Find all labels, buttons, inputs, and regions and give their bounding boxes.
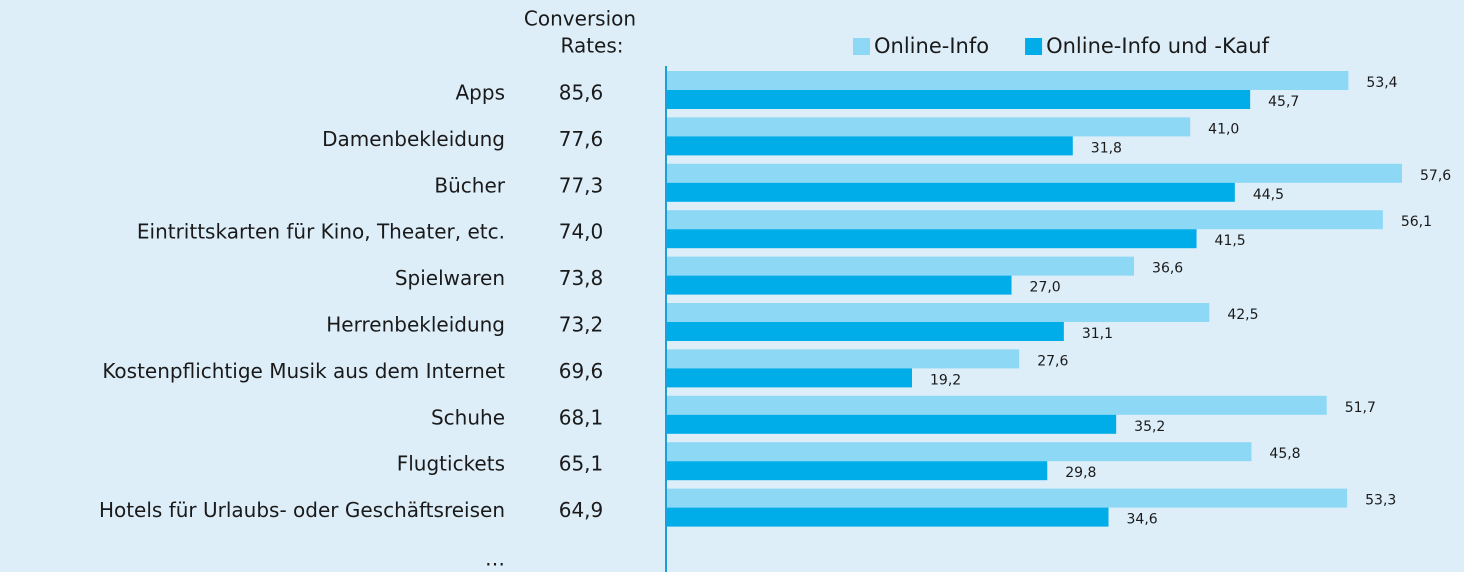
bar xyxy=(667,349,1020,369)
category-label: Spielwaren xyxy=(395,266,505,290)
value-label: 42,5 xyxy=(1227,307,1258,323)
bar xyxy=(667,414,1117,434)
bar xyxy=(667,256,1135,276)
value-label: 19,2 xyxy=(930,372,961,388)
value-label: 45,8 xyxy=(1269,446,1300,462)
bar xyxy=(667,368,912,388)
value-label: 57,6 xyxy=(1420,168,1451,184)
value-label: 56,1 xyxy=(1401,214,1432,230)
bar xyxy=(667,395,1327,415)
value-label: 35,2 xyxy=(1134,419,1165,435)
value-label: 34,6 xyxy=(1127,512,1158,528)
bar xyxy=(667,507,1109,527)
value-label: 53,4 xyxy=(1366,75,1397,91)
value-label: 36,6 xyxy=(1152,261,1183,277)
category-label: Schuhe xyxy=(431,405,505,429)
conversion-rate: 65,1 xyxy=(559,452,604,476)
legend-label: Online-Info und -Kauf xyxy=(1046,34,1270,58)
conversion-rate: 77,6 xyxy=(559,127,604,151)
legend-swatch xyxy=(853,38,870,55)
category-label: Herrenbekleidung xyxy=(326,313,505,337)
value-label: 45,7 xyxy=(1268,94,1299,110)
conversion-rate: 74,0 xyxy=(559,220,604,244)
conversion-rate: 68,1 xyxy=(559,405,604,429)
value-label: 51,7 xyxy=(1345,400,1376,416)
bar xyxy=(667,461,1048,481)
legend-label: Online-Info xyxy=(874,34,989,58)
category-label: Eintrittskarten für Kino, Theater, etc. xyxy=(137,220,505,244)
value-label: 31,8 xyxy=(1091,140,1122,156)
conversion-rate: 77,3 xyxy=(559,173,604,197)
value-label: 41,0 xyxy=(1208,121,1239,137)
conversion-rate: 85,6 xyxy=(559,81,604,105)
bar xyxy=(667,182,1235,202)
bar xyxy=(667,322,1064,341)
bar xyxy=(667,229,1197,249)
category-label: Kostenpflichtige Musik aus dem Internet xyxy=(102,359,505,383)
category-label: Damenbekleidung xyxy=(322,127,505,151)
category-label: Apps xyxy=(456,81,506,105)
bar xyxy=(667,488,1348,508)
conversion-rate: 73,8 xyxy=(559,266,604,290)
bar xyxy=(667,442,1252,462)
column-title: Rates: xyxy=(560,34,623,58)
value-label: 29,8 xyxy=(1065,465,1096,481)
bar xyxy=(667,275,1012,295)
bar xyxy=(667,163,1402,183)
bar xyxy=(667,117,1191,137)
value-label: 27,0 xyxy=(1030,280,1061,296)
conversion-rate: 69,6 xyxy=(559,359,604,383)
column-title: Conversion xyxy=(524,7,636,31)
conversion-rate: 64,9 xyxy=(559,498,604,522)
more-indicator: … xyxy=(485,547,505,571)
category-label: Flugtickets xyxy=(397,452,505,476)
bar xyxy=(667,303,1210,322)
value-label: 41,5 xyxy=(1215,233,1246,249)
bar xyxy=(667,90,1251,109)
category-label: Bücher xyxy=(434,173,505,197)
bar xyxy=(667,210,1383,230)
value-label: 27,6 xyxy=(1037,353,1068,369)
value-label: 44,5 xyxy=(1253,187,1284,203)
bar xyxy=(667,136,1073,156)
category-label: Hotels für Urlaubs- oder Geschäftsreisen xyxy=(99,498,505,522)
legend-swatch xyxy=(1025,38,1043,55)
value-label: 31,1 xyxy=(1082,326,1113,342)
bar xyxy=(667,71,1349,90)
conversion-rate: 73,2 xyxy=(559,313,604,337)
value-label: 53,3 xyxy=(1365,493,1396,509)
